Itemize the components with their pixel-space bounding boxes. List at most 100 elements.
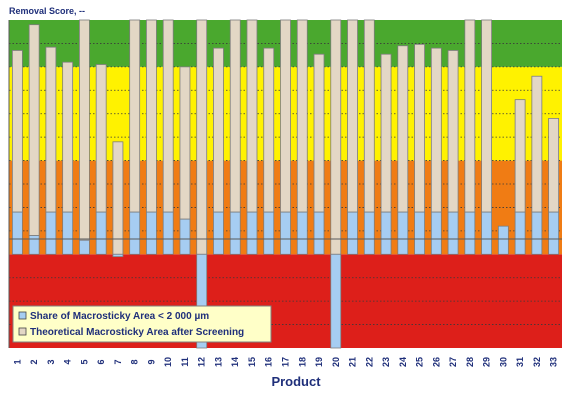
x-tick-label: 3 <box>46 359 56 364</box>
bar-share-19 <box>313 211 325 255</box>
x-tick-label: 16 <box>264 357 274 367</box>
x-tick-label: 15 <box>247 357 257 367</box>
x-tick-label: 10 <box>163 357 173 367</box>
bar-theoretical-32 <box>531 75 543 213</box>
bar-theoretical-1 <box>11 50 23 213</box>
bar-share-1 <box>11 211 23 255</box>
bar-share-5 <box>79 239 90 255</box>
bar-theoretical-4 <box>62 61 74 213</box>
bar-share-8 <box>129 211 141 255</box>
x-tick-label: 21 <box>348 357 358 367</box>
bar-theoretical-20 <box>330 19 342 255</box>
bar-theoretical-18 <box>296 19 308 213</box>
bar-theoretical-11 <box>179 66 191 220</box>
bar-theoretical-10 <box>162 19 174 213</box>
bar-theoretical-26 <box>430 47 442 213</box>
bar-theoretical-27 <box>447 50 459 213</box>
x-tick-label: 27 <box>448 357 458 367</box>
bar-share-17 <box>280 211 291 255</box>
bar-share-31 <box>514 211 526 255</box>
bar-theoretical-13 <box>213 47 224 213</box>
bar-share-7 <box>112 253 124 258</box>
bar-share-25 <box>414 211 425 255</box>
bar-theoretical-29 <box>481 19 492 213</box>
bar-theoretical-24 <box>397 45 409 213</box>
bar-share-14 <box>229 211 241 255</box>
x-tick-label: 5 <box>79 359 89 364</box>
x-tick-label: 13 <box>213 357 223 367</box>
bar-theoretical-3 <box>45 46 57 213</box>
x-tick-label: 26 <box>431 357 441 367</box>
bar-theoretical-23 <box>380 53 392 213</box>
bar-theoretical-9 <box>146 19 157 213</box>
x-tick-label: 9 <box>146 359 156 364</box>
bar-theoretical-5 <box>79 19 90 241</box>
bar-theoretical-16 <box>263 47 275 213</box>
bar-share-9 <box>146 211 157 255</box>
bar-share-29 <box>481 211 492 255</box>
x-tick-label: 28 <box>465 357 475 367</box>
bar-share-20 <box>330 253 342 349</box>
x-tick-label: 2 <box>29 359 39 364</box>
x-tick-label: 20 <box>331 357 341 367</box>
bar-share-4 <box>62 211 74 255</box>
bar-share-18 <box>296 211 308 255</box>
bar-theoretical-17 <box>280 19 291 213</box>
bar-share-11 <box>179 218 191 255</box>
x-tick-label: 18 <box>297 357 307 367</box>
bar-share-32 <box>531 211 543 255</box>
bar-share-30 <box>497 225 509 255</box>
y-axis-label: Removal Score, -- <box>9 6 85 16</box>
legend: Share of Macrosticky Area < 2 000 µm The… <box>12 305 272 343</box>
legend-label-theoretical: Theoretical Macrosticky Area after Scree… <box>30 327 244 338</box>
bar-theoretical-6 <box>95 64 107 213</box>
x-tick-label: 31 <box>515 357 525 367</box>
bar-theoretical-2 <box>28 24 40 236</box>
bar-share-22 <box>363 211 375 255</box>
bar-theoretical-12 <box>196 19 208 255</box>
x-tick-label: 23 <box>381 357 391 367</box>
bar-share-3 <box>45 211 57 255</box>
x-tick-label: 29 <box>482 357 492 367</box>
bar-share-12 <box>196 253 208 349</box>
bar-share-15 <box>246 211 258 255</box>
bar-theoretical-19 <box>313 53 325 213</box>
bar-theoretical-28 <box>464 19 476 213</box>
x-tick-label: 11 <box>180 357 190 367</box>
bar-share-28 <box>464 211 476 255</box>
x-tick-label: 6 <box>96 359 106 364</box>
bar-share-27 <box>447 211 459 255</box>
bar-share-13 <box>213 211 224 255</box>
x-tick-label: 24 <box>398 357 408 367</box>
bar-share-33 <box>548 211 560 255</box>
bar-theoretical-14 <box>229 19 241 213</box>
x-tick-label: 17 <box>281 357 291 367</box>
x-tick-label: 12 <box>197 357 207 367</box>
x-tick-label: 22 <box>364 357 374 367</box>
x-tick-label: 4 <box>63 359 73 364</box>
x-tick-label: 7 <box>113 359 123 364</box>
bar-share-10 <box>162 211 174 255</box>
bar-theoretical-8 <box>129 19 141 213</box>
bar-share-6 <box>95 211 107 255</box>
x-tick-label: 8 <box>130 359 140 364</box>
bar-share-26 <box>430 211 442 255</box>
x-tick-label: 1 <box>12 359 22 364</box>
bar-theoretical-25 <box>414 43 425 213</box>
legend-swatch-share <box>18 311 27 320</box>
x-tick-labels: 1 2 3 4 5 6 7 8 9 10 11 12 13 14 15 16 17 18 19 20 21 22 23 24 2… <box>12 357 558 367</box>
bar-share-16 <box>263 211 275 255</box>
bar-share-21 <box>347 211 358 255</box>
bar-theoretical-21 <box>347 19 358 213</box>
bar-theoretical-7 <box>112 141 124 255</box>
legend-swatch-theoretical <box>18 327 27 336</box>
legend-box <box>12 305 272 343</box>
bars <box>11 19 560 349</box>
x-tick-label: 19 <box>314 357 324 367</box>
x-tick-label: 30 <box>498 357 508 367</box>
x-tick-label: 33 <box>549 357 559 367</box>
x-axis-label: Product <box>271 374 321 389</box>
x-tick-label: 25 <box>415 357 425 367</box>
bar-share-2 <box>28 235 40 255</box>
